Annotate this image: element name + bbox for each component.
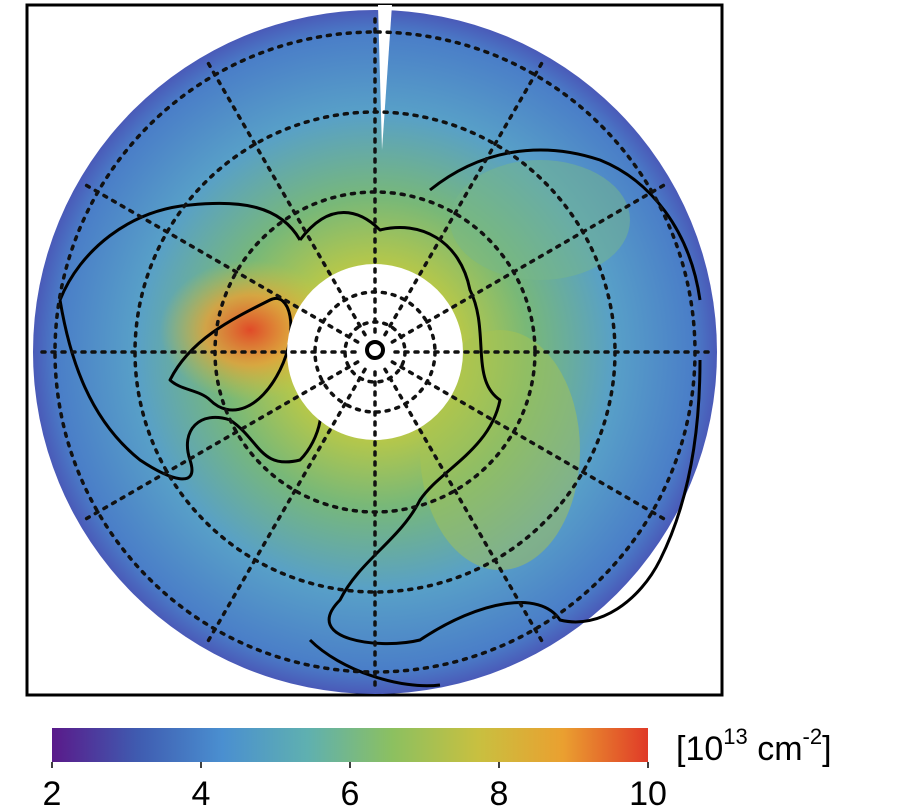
colorbar-tick-label: 2 [43,775,62,809]
colorbar-tick-label: 4 [192,775,211,809]
label-part: cm [748,730,803,768]
colorbar-tick-label: 8 [490,775,509,809]
colorbar-tick-label: 6 [341,775,360,809]
map [33,5,717,694]
patch [450,160,630,280]
coastline [58,299,323,481]
coastline [58,201,302,301]
label-part: ] [822,730,831,768]
gap [378,5,392,150]
meridian [383,367,547,649]
colorbar-tick-label: 10 [629,775,667,809]
label-part: [10 [676,730,723,768]
label-part: -2 [803,724,823,749]
label-part: 13 [723,724,747,749]
coastline [308,638,441,688]
coastline [298,211,702,646]
meridian [203,367,367,649]
meridian [390,360,672,524]
polar-gap [287,264,463,440]
pole [365,340,385,360]
meridian [383,55,547,337]
meridian [390,180,672,344]
meridian [78,180,360,344]
meridian [78,360,360,524]
coastlines [58,148,702,688]
coastline [168,296,293,412]
map-frame [25,3,724,697]
coastline [429,148,702,301]
colorbar-label: [1013 cm-2] [676,724,832,768]
graticule [33,10,717,694]
colorbar [52,728,648,762]
meridian [203,55,367,337]
patch [420,330,580,570]
